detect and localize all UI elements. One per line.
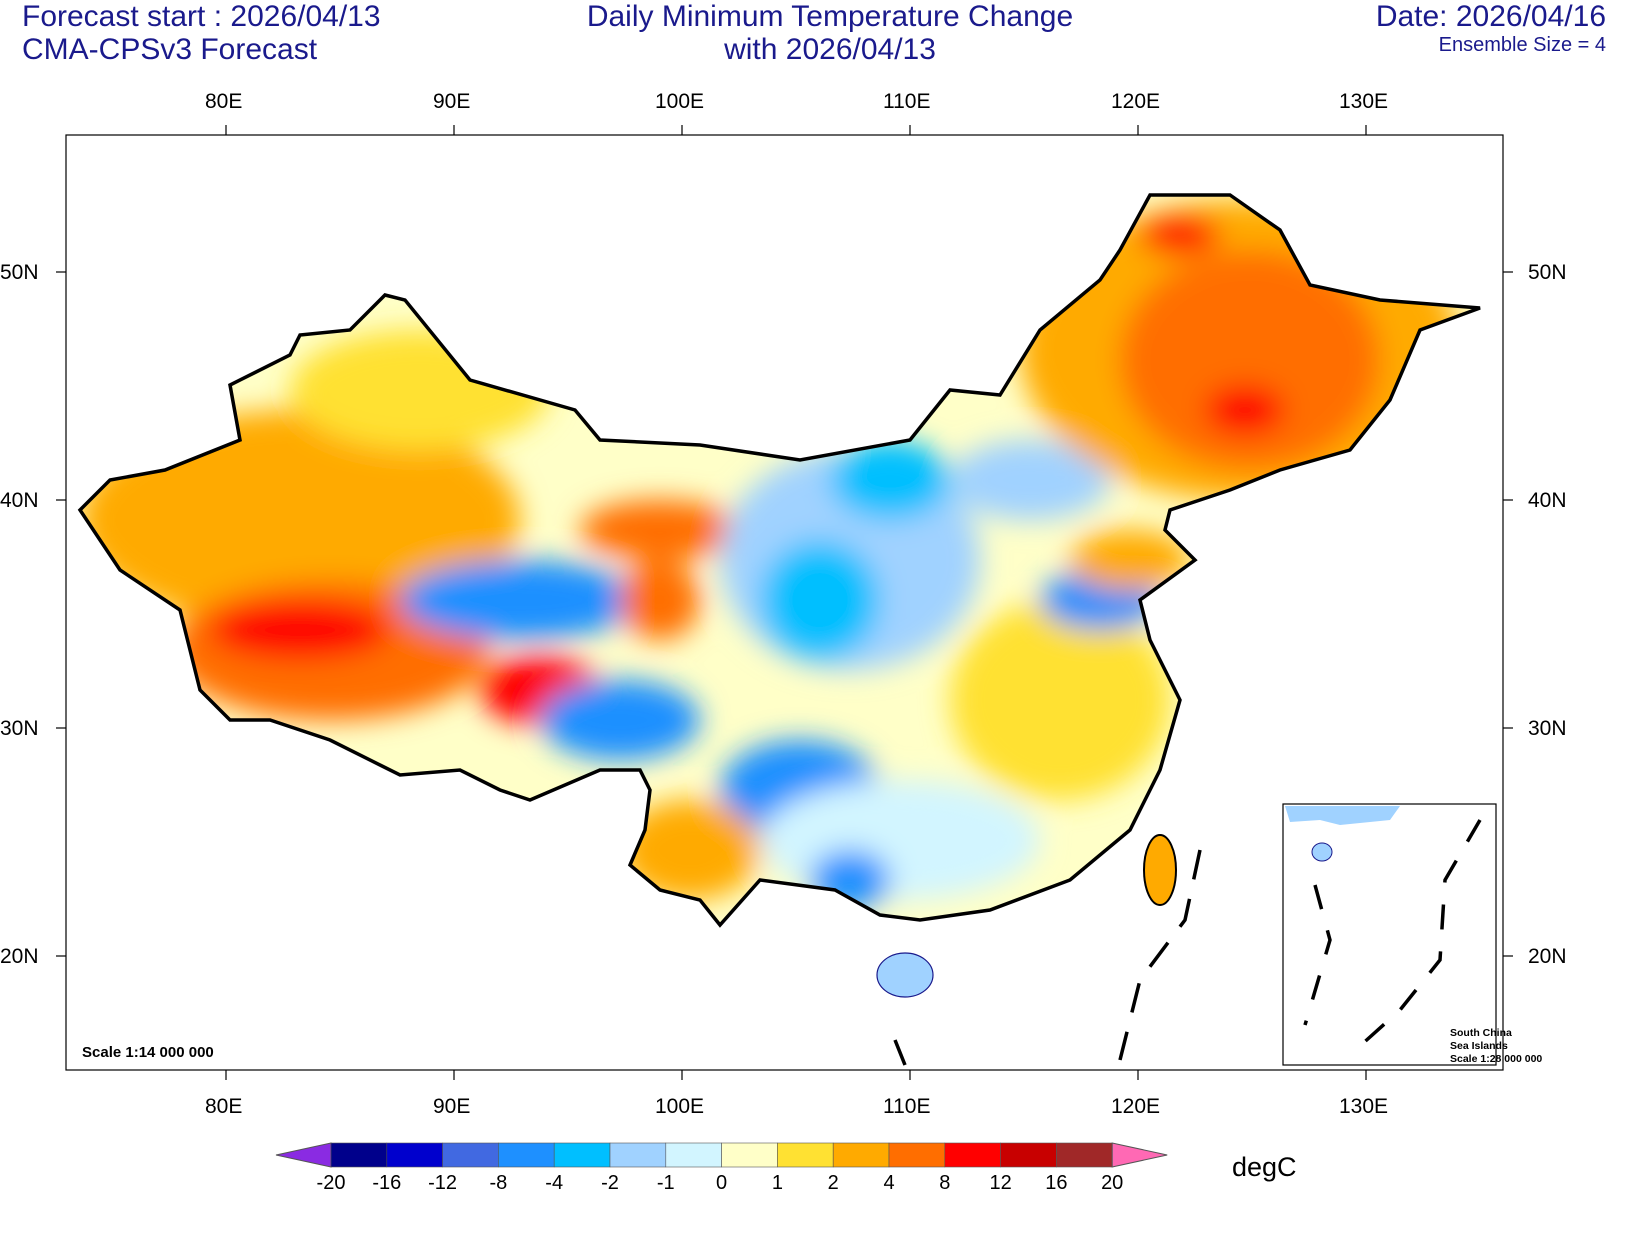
inset-map (1282, 803, 1497, 1066)
lon-label-bottom: 110E (883, 1095, 931, 1118)
axis-ticks (56, 125, 1513, 1080)
lat-label-right: 30N (1528, 717, 1567, 740)
lat-label-left: 50N (0, 261, 39, 284)
lat-label-right: 50N (1528, 261, 1567, 284)
forecast-start: Forecast start : 2026/04/13 (22, 0, 381, 33)
inset-caption-line2: Sea Islands (1450, 1040, 1508, 1052)
taiwan-island (1143, 834, 1177, 906)
colorbar-level-label: -8 (489, 1172, 508, 1194)
colorbar-bin (553, 1142, 611, 1168)
map-title: Daily Minimum Temperature Change with 20… (540, 0, 1120, 66)
inset-caption-line1: South China (1450, 1027, 1512, 1039)
colorbar-bin (944, 1142, 1001, 1168)
lat-label-right: 20N (1528, 945, 1567, 968)
lon-label-bottom: 120E (1111, 1095, 1161, 1118)
map-frame (65, 134, 1504, 1071)
map-scale: Scale 1:14 000 000 (82, 1044, 214, 1061)
inset-caption: South China Sea Islands Scale 1:28 000 0… (1450, 1027, 1542, 1066)
colorbar-level-label: -16 (372, 1172, 402, 1194)
lon-label-top: 130E (1339, 90, 1389, 113)
lon-label-top: 80E (205, 90, 243, 113)
title-line1: Daily Minimum Temperature Change (586, 0, 1074, 33)
colorbar-bin (832, 1142, 890, 1168)
colorbar-level-label: 1 (771, 1172, 783, 1194)
lon-label-bottom: 80E (205, 1095, 243, 1118)
lat-label-left: 20N (0, 945, 39, 968)
date-info: Date: 2026/04/16 Ensemble Size = 4 (1376, 0, 1606, 57)
lat-label-left: 30N (0, 717, 39, 740)
colorbar-level-label: 20 (1101, 1172, 1124, 1194)
colorbar-bin (609, 1142, 667, 1168)
colorbar-level-label: 4 (883, 1172, 895, 1194)
colorbar-level-label: -20 (316, 1172, 346, 1194)
colorbar-level-label: 16 (1045, 1172, 1068, 1194)
lat-label-right: 40N (1528, 489, 1567, 512)
forecast-info: Forecast start : 2026/04/13 CMA-CPSv3 Fo… (22, 0, 381, 66)
valid-date: Date: 2026/04/16 (1375, 0, 1606, 33)
colorbar-upper-arrow (1111, 1142, 1168, 1168)
inset-scale: Scale 1:28 000 000 (1450, 1053, 1543, 1065)
colorbar-bin (330, 1142, 388, 1168)
colorbar-bin (777, 1142, 834, 1168)
colorbar-bin (386, 1142, 443, 1168)
colorbar-level-label: -2 (601, 1172, 619, 1194)
colorbar-lower-arrow (275, 1142, 332, 1168)
model-name: CMA-CPSv3 Forecast (22, 33, 318, 66)
colorbar-level-label: -1 (656, 1172, 675, 1194)
colorbar-level-label: -4 (545, 1172, 564, 1194)
colorbar-level-label: -12 (428, 1172, 458, 1194)
hainan-island (876, 952, 934, 998)
lat-label-left: 40N (0, 489, 39, 512)
colorbar-level-label: 0 (716, 1172, 728, 1194)
lon-label-top: 100E (655, 90, 705, 113)
colorbar-bin (1000, 1142, 1057, 1168)
colorbar-bin (888, 1142, 946, 1168)
colorbar-level-label: 8 (939, 1172, 951, 1194)
ensemble-size: Ensemble Size = 4 (1438, 34, 1606, 56)
colorbar-bin (1056, 1142, 1113, 1168)
lon-label-bottom: 130E (1339, 1095, 1389, 1118)
lon-label-bottom: 100E (655, 1095, 705, 1118)
nine-dash-line (893, 849, 1202, 1066)
colorbar-bin (665, 1142, 722, 1168)
colorbar-level-label: 2 (827, 1172, 839, 1194)
lon-label-bottom: 90E (433, 1095, 471, 1118)
lon-label-top: 90E (433, 90, 471, 113)
colorbar-bin (498, 1142, 555, 1168)
title-line2: with 2026/04/13 (724, 33, 936, 66)
colorbar-bin (442, 1142, 499, 1168)
lon-label-top: 110E (883, 90, 931, 113)
colorbar-units: degC (1232, 1152, 1297, 1182)
colorbar-level-label: 12 (989, 1172, 1012, 1194)
colorbar-bin (721, 1142, 778, 1168)
lon-label-top: 120E (1111, 90, 1161, 113)
